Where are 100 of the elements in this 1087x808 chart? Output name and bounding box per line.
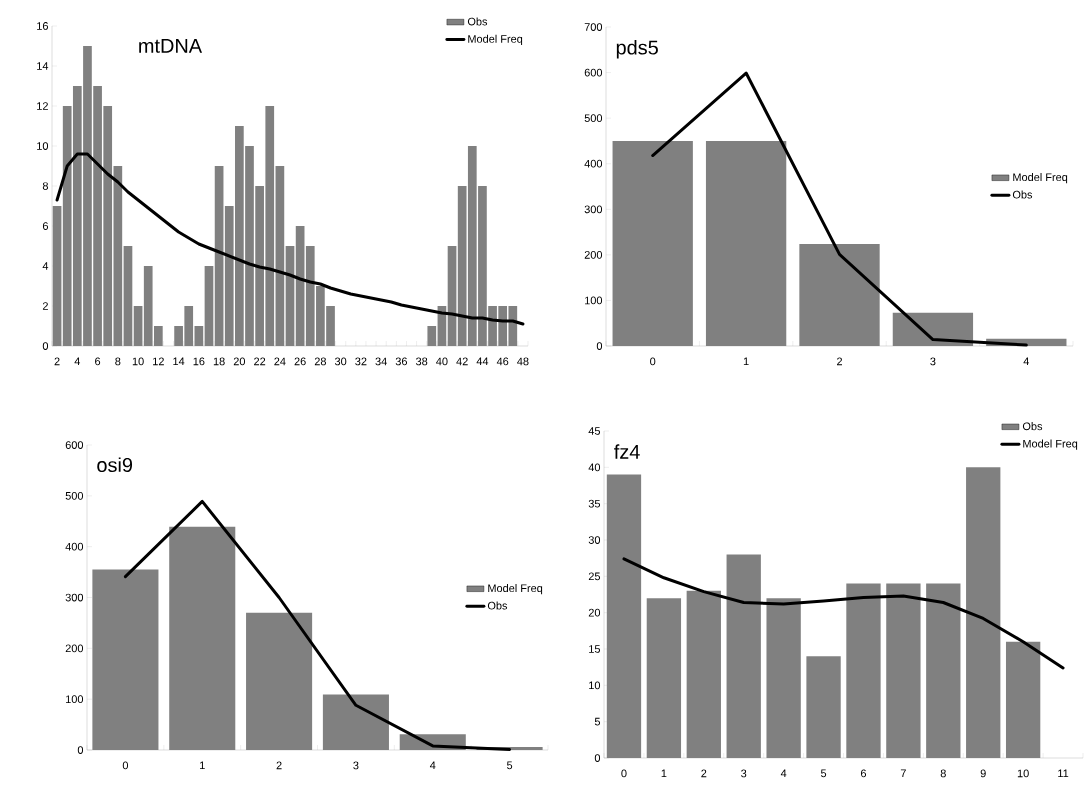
y-tick-label: 15 — [589, 645, 601, 653]
x-tick-label: 34 — [375, 357, 387, 366]
y-tick-label: 300 — [65, 593, 84, 602]
x-tick-label: 24 — [274, 357, 286, 366]
x-tick-label: 8 — [115, 357, 121, 366]
y-tick-label: 10 — [37, 142, 49, 150]
x-tick-label: 6 — [860, 769, 867, 778]
x-tick-label: 48 — [517, 357, 529, 366]
y-tick-label: 4 — [42, 262, 49, 270]
x-tick-label: 44 — [476, 357, 489, 366]
bar — [612, 140, 693, 346]
x-tick-label: 0 — [621, 769, 627, 778]
x-tick-label: 14 — [173, 357, 185, 366]
line-series — [622, 557, 1065, 670]
bar — [766, 598, 801, 758]
bar — [214, 165, 224, 346]
legend-label: Obs — [1012, 190, 1033, 199]
y-tick-label: 12 — [37, 102, 48, 110]
x-tick-label: 16 — [193, 357, 205, 366]
bar — [799, 243, 880, 346]
bar — [966, 467, 1001, 758]
y-tick-label: 600 — [65, 441, 84, 449]
x-tick-label: 5 — [820, 769, 827, 778]
x-tick-label: 12 — [153, 357, 164, 366]
y-tick-label: 0 — [596, 342, 603, 350]
bar — [886, 583, 921, 758]
x-tick-label: 20 — [233, 357, 246, 366]
x-tick-label: 32 — [355, 357, 367, 366]
x-tick-label: 7 — [900, 769, 906, 778]
y-tick-label: 0 — [77, 746, 84, 754]
legend-label: Obs — [467, 17, 488, 26]
y-tick-label: 300 — [584, 205, 603, 214]
bar — [806, 656, 841, 758]
bar — [133, 306, 143, 346]
y-tick-label: 400 — [584, 159, 603, 168]
y-tick-label: 14 — [37, 62, 49, 70]
x-tick-label: 9 — [980, 769, 986, 778]
y-tick-label: 200 — [65, 644, 84, 653]
x-tick-label: 4 — [780, 769, 787, 778]
y-tick-label: 100 — [66, 695, 84, 704]
x-tick-label: 4 — [1023, 357, 1030, 366]
x-tick-label: 5 — [506, 761, 513, 770]
legend-label: Obs — [1022, 422, 1043, 431]
bar — [322, 694, 389, 750]
x-tick-label: 36 — [395, 357, 408, 366]
x-tick-label: 0 — [122, 761, 129, 770]
bar — [926, 583, 961, 758]
y-tick-label: 600 — [584, 68, 603, 77]
y-tick-label: 0 — [42, 342, 49, 350]
text: mtDNA — [139, 38, 203, 53]
y-tick-label: 10 — [589, 681, 601, 690]
x-tick-label: 6 — [95, 357, 101, 366]
x-tick-label: 2 — [837, 357, 843, 366]
bar — [169, 526, 236, 750]
y-tick-label: 35 — [588, 499, 601, 508]
x-tick-label: 10 — [1017, 769, 1029, 778]
y-tick-label: 500 — [65, 491, 84, 500]
y-tick-label: 8 — [42, 182, 48, 190]
legend-label: Model Freq — [1013, 173, 1068, 184]
x-tick-label: 26 — [294, 357, 306, 366]
bar — [705, 140, 787, 346]
bar — [1005, 641, 1041, 758]
legend-label: Model Freq — [488, 584, 543, 595]
x-tick-label: 22 — [254, 357, 266, 366]
x-tick-label: 3 — [741, 769, 747, 778]
bar — [892, 312, 974, 346]
x-tick-label: 11 — [1058, 769, 1069, 778]
y-tick-label: 2 — [42, 302, 48, 310]
y-tick-label: 0 — [594, 754, 601, 762]
bar — [646, 598, 682, 758]
y-tick-label: 200 — [584, 250, 603, 259]
x-tick-label: 18 — [213, 357, 225, 366]
bar — [846, 583, 881, 758]
bar — [246, 612, 313, 750]
text: fz4 — [614, 444, 640, 459]
bar — [606, 474, 642, 758]
x-tick-label: 8 — [940, 769, 946, 778]
bar — [123, 245, 133, 346]
x-tick-label: 40 — [436, 357, 448, 366]
x-tick-label: 38 — [415, 357, 428, 366]
bar — [275, 165, 285, 346]
y-tick-label: 20 — [588, 608, 601, 617]
x-tick-label: 10 — [132, 357, 144, 366]
x-tick-label: 2 — [54, 357, 60, 366]
bar — [726, 554, 761, 758]
y-tick-label: 700 — [584, 23, 603, 31]
x-tick-label: 30 — [334, 357, 347, 366]
bar — [204, 266, 214, 346]
legend-label: Model Freq — [468, 34, 523, 46]
y-tick-label: 30 — [588, 536, 601, 544]
y-tick-label: 45 — [588, 427, 601, 435]
chart-title: osi9 — [97, 457, 133, 473]
y-tick-label: 500 — [584, 114, 603, 123]
x-tick-label: 4 — [429, 761, 436, 770]
legend-label: Model Freq — [1023, 439, 1078, 450]
x-tick-label: 0 — [650, 357, 656, 366]
y-tick-label: 100 — [585, 296, 603, 305]
x-tick-label: 2 — [276, 761, 282, 770]
x-tick-label: 28 — [314, 357, 326, 366]
x-tick-label: 42 — [456, 357, 468, 366]
